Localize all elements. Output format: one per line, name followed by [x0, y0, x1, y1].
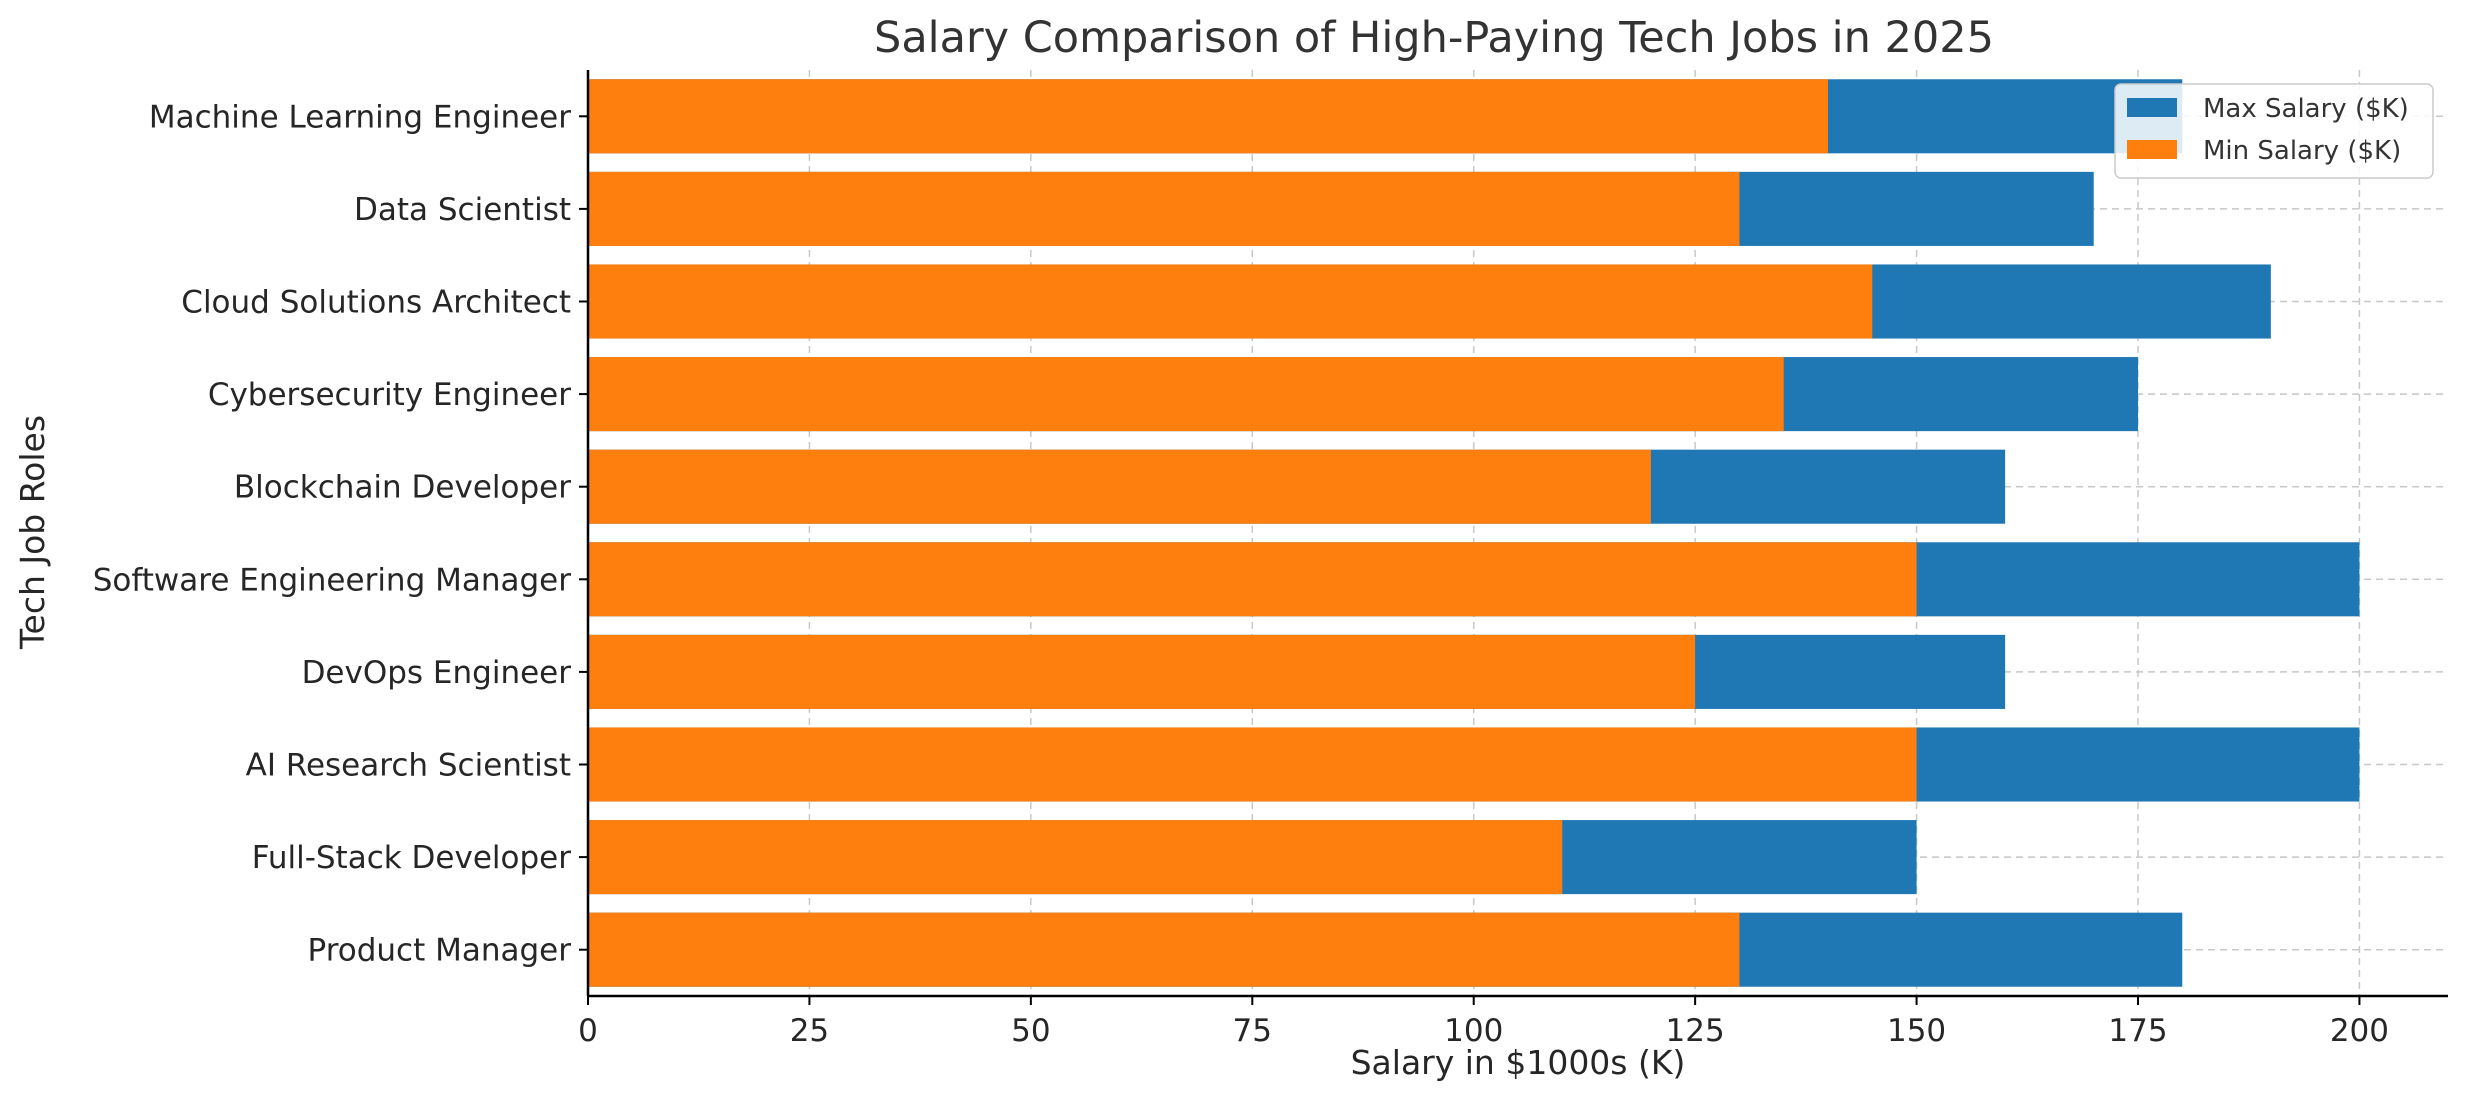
legend-label: Min Salary ($K): [2203, 136, 2401, 166]
y-tick-label: Blockchain Developer: [234, 470, 571, 506]
y-tick-label: Cloud Solutions Architect: [181, 285, 571, 321]
y-tick-label: Software Engineering Manager: [93, 562, 571, 598]
min-salary-bar: [588, 727, 1917, 802]
legend-swatch: [2127, 140, 2177, 159]
legend-swatch: [2127, 98, 2177, 117]
y-tick-label: Product Manager: [308, 933, 572, 969]
min-salary-bar: [588, 79, 1828, 154]
y-tick-label: DevOps Engineer: [302, 655, 572, 691]
y-axis-label: Tech Job Roles: [13, 415, 52, 650]
min-salary-bar: [588, 542, 1917, 617]
min-salary-bar: [588, 634, 1696, 709]
x-tick-label: 0: [578, 1013, 598, 1049]
tick-labels: 0 25 50 75 100 125 150 175 200 Machine Learning E…: [93, 99, 2389, 1049]
y-tick-label: Full-Stack Developer: [252, 840, 572, 876]
legend-label: Max Salary ($K): [2203, 94, 2409, 124]
legend-frame: [2114, 83, 2434, 179]
x-tick-label: 100: [1444, 1013, 1503, 1049]
bars: [588, 79, 2360, 987]
x-tick-label: 125: [1666, 1013, 1725, 1049]
chart-title: Salary Comparison of High-Paying Tech Jo…: [874, 13, 1994, 63]
x-tick-label: 200: [2330, 1013, 2389, 1049]
min-salary-bar: [588, 171, 1740, 246]
x-tick-label: 75: [1233, 1013, 1272, 1049]
x-axis-label: Salary in $1000s (K): [1351, 1043, 1686, 1082]
y-tick-label: AI Research Scientist: [246, 748, 571, 784]
legend: Max Salary ($K) Min Salary ($K): [2114, 83, 2434, 179]
x-tick-label: 25: [790, 1013, 829, 1049]
min-salary-bar: [588, 357, 1784, 432]
y-tick-label: Data Scientist: [354, 192, 571, 228]
min-salary-bar: [588, 912, 1740, 987]
y-tick-label: Machine Learning Engineer: [149, 99, 571, 135]
x-tick-label: 50: [1011, 1013, 1050, 1049]
y-tick-label: Cybersecurity Engineer: [208, 377, 571, 413]
min-salary-bar: [588, 449, 1651, 524]
axes: [579, 70, 2448, 1005]
min-salary-bar: [588, 264, 1873, 339]
x-tick-label: 175: [2108, 1013, 2167, 1049]
min-salary-bar: [588, 820, 1563, 895]
x-tick-label: 150: [1887, 1013, 1946, 1049]
